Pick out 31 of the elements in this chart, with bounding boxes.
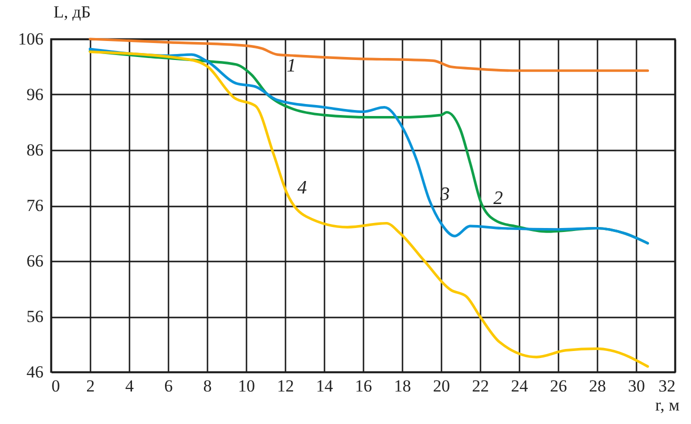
x-tick-label: 22	[472, 376, 489, 396]
x-tick-label: 8	[203, 376, 212, 396]
x-tick-label: 24	[511, 376, 528, 396]
x-tick-label: 14	[316, 376, 334, 396]
x-tick-label: 18	[394, 376, 411, 396]
x-tick-label: 4	[125, 376, 134, 396]
x-tick-label: 28	[589, 376, 606, 396]
y-tick-label: 46	[26, 362, 44, 382]
y-axis-title: L, дБ	[54, 2, 91, 22]
line-series	[88, 38, 649, 72]
x-tick-label: 0	[52, 376, 60, 396]
x-tick-label: 26	[550, 376, 567, 396]
series-label: 2	[493, 188, 504, 210]
y-tick-label: 56	[26, 307, 44, 326]
x-tick-label: 12	[277, 376, 294, 396]
x-tick-label: 6	[164, 376, 173, 396]
x-tick-label: 30	[628, 376, 645, 396]
series-label: 1	[286, 55, 296, 76]
y-tick-label: 96	[26, 85, 44, 104]
y-tick-label: 76	[26, 196, 44, 215]
x-tick-label: 20	[433, 376, 450, 396]
x-tick-label: 16	[355, 376, 372, 396]
x-tick-label: 10	[238, 376, 255, 396]
x-tick-label: 2	[86, 376, 95, 396]
y-tick-label: 86	[26, 140, 44, 160]
y-tick-label: 106	[18, 30, 44, 48]
x-axis-title: r, м	[655, 396, 680, 414]
x-tick-label: 32	[658, 376, 676, 396]
y-tick-label: 66	[26, 252, 44, 270]
line-series	[88, 50, 649, 368]
series-label: 4	[297, 177, 308, 198]
